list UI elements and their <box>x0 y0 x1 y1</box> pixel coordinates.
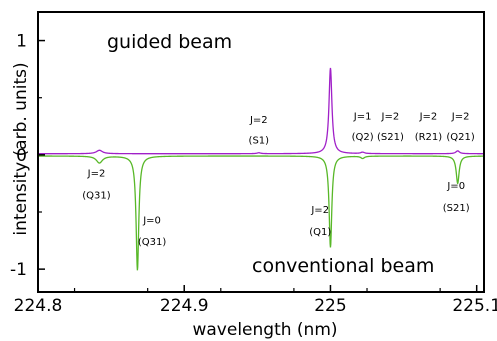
annotation-q21-j: J=2 <box>451 111 470 122</box>
y-tick-label: 0 <box>16 146 27 166</box>
line-annotations: J=2 (Q31) J=0 (Q31) J=2 (S1) J=2 (Q1) J=1 (Q2) J=2… <box>82 111 475 248</box>
guided-beam-label: guided beam <box>107 31 232 53</box>
plot-frame <box>37 11 485 293</box>
annotation-q31-j0-b: (Q31) <box>138 237 166 248</box>
series-line-guided <box>38 67 484 155</box>
x-axis-title: wavelength (nm) <box>192 320 337 340</box>
annotation-s21a-j: J=2 <box>381 111 400 122</box>
plot-area <box>38 67 484 271</box>
x-tick-label: 224.8 <box>14 296 63 316</box>
annotation-r21-j: J=2 <box>419 111 438 122</box>
x-tick-label: 225.1 <box>452 296 497 316</box>
annotation-s21b-b: (S21) <box>443 203 470 214</box>
y-axis: 1 0 -1 <box>10 32 45 280</box>
x-axis: 224.8 224.9 225 225.1 <box>14 285 497 316</box>
annotation-q2-j: J=1 <box>353 111 372 122</box>
annotation-s21a-b: (S21) <box>377 132 404 143</box>
x-tick-label: 225 <box>314 296 346 316</box>
annotation-s1-b: (S1) <box>249 135 270 146</box>
y-axis-title: intensity (arb. units) <box>11 62 31 235</box>
annotation-q31-j2-b: (Q31) <box>82 190 110 201</box>
conventional-beam-label: conventional beam <box>252 255 434 277</box>
y-tick-label: 1 <box>16 32 27 52</box>
series-line-conventional <box>38 155 484 271</box>
annotation-q1-b: (Q1) <box>309 227 331 238</box>
annotation-q21-b: (Q21) <box>446 132 474 143</box>
x-tick-label: 224.9 <box>160 296 209 316</box>
annotation-r21-b: (R21) <box>415 132 443 143</box>
annotation-q31-j0-j: J=0 <box>142 215 161 226</box>
annotation-s1-j: J=2 <box>249 115 268 126</box>
annotation-q2-b: (Q2) <box>352 132 374 143</box>
annotation-q31-j2-j: J=2 <box>87 169 106 180</box>
annotation-s21b-j: J=0 <box>446 181 465 192</box>
y-tick-label: -1 <box>10 260 27 280</box>
annotation-q1-j: J=2 <box>310 205 329 216</box>
